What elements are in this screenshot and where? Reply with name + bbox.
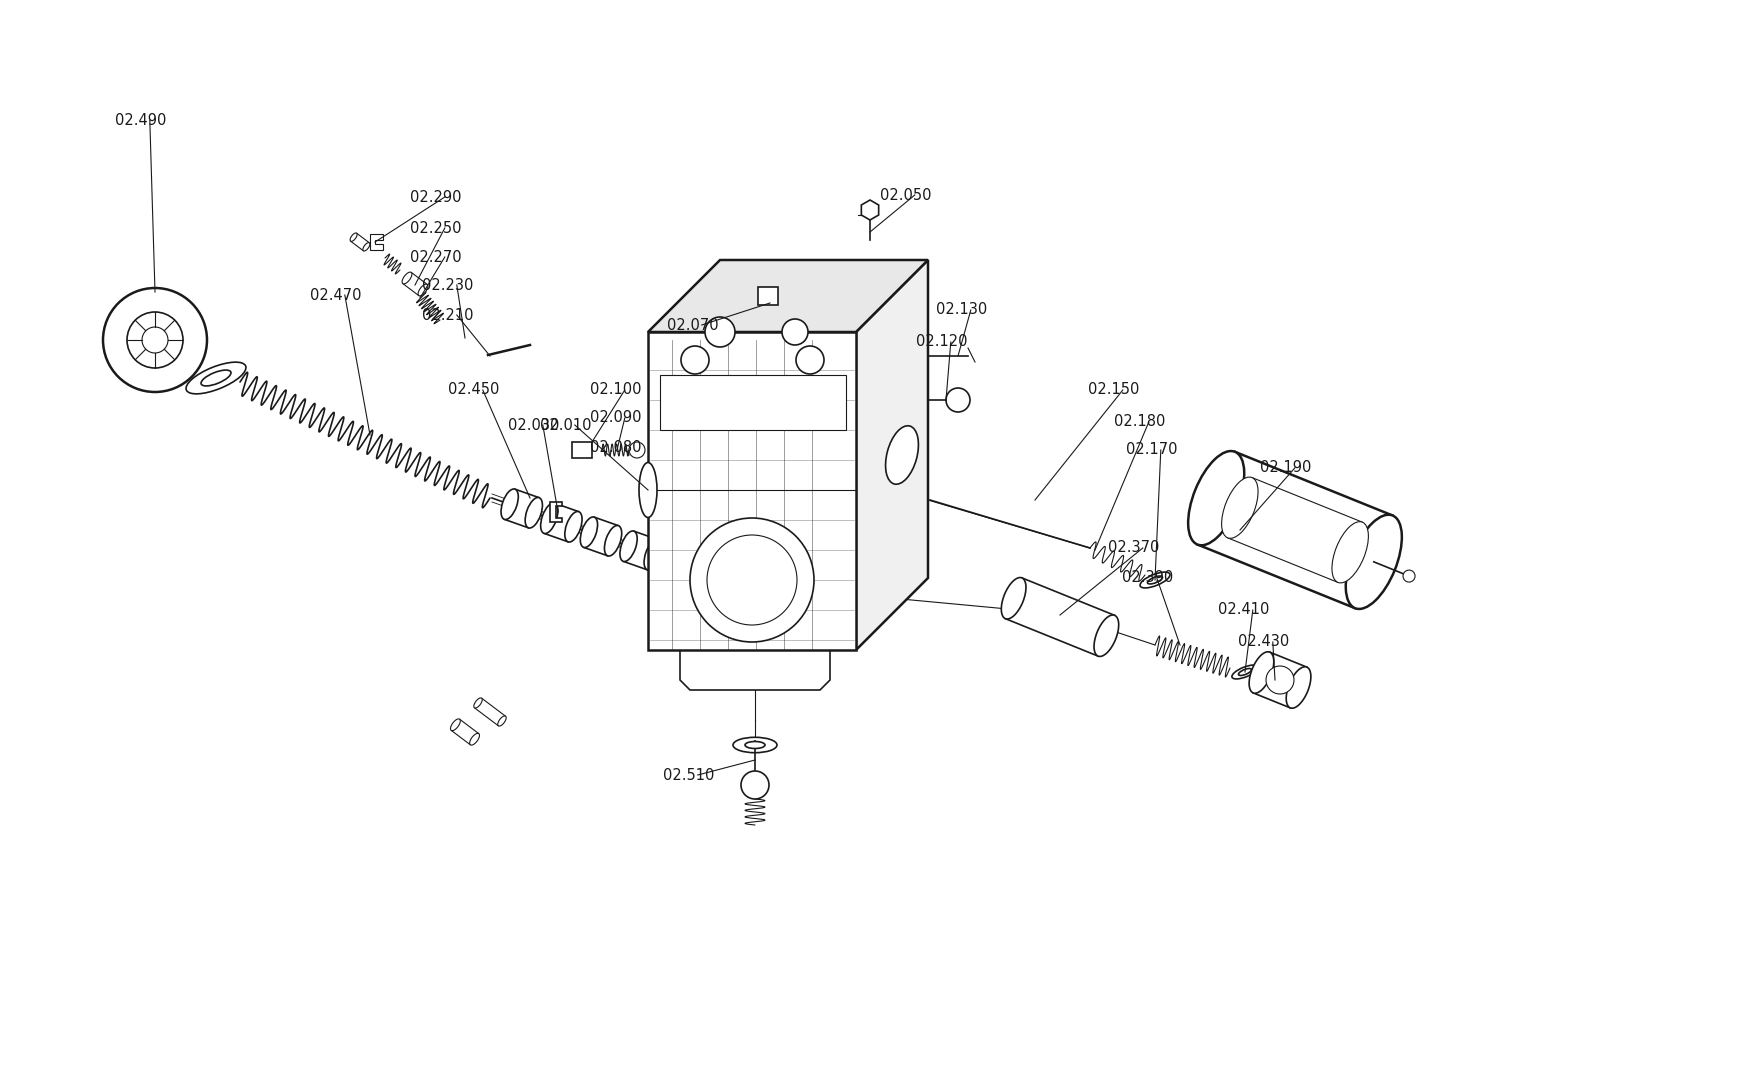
Circle shape: [103, 288, 207, 392]
Polygon shape: [583, 517, 617, 555]
Ellipse shape: [603, 525, 621, 556]
Circle shape: [690, 518, 814, 642]
Circle shape: [680, 346, 708, 374]
Text: 02.430: 02.430: [1236, 635, 1289, 649]
Bar: [659, 374, 845, 430]
Ellipse shape: [417, 285, 428, 296]
Ellipse shape: [732, 737, 777, 752]
Text: 02.080: 02.080: [590, 441, 642, 456]
Polygon shape: [475, 699, 506, 725]
Text: 02.370: 02.370: [1108, 540, 1158, 555]
Text: 02.450: 02.450: [447, 382, 499, 397]
Circle shape: [741, 771, 769, 799]
Polygon shape: [544, 503, 579, 541]
Text: 02.390: 02.390: [1122, 570, 1172, 585]
Ellipse shape: [643, 539, 661, 570]
Ellipse shape: [619, 531, 636, 562]
Text: 02.510: 02.510: [663, 767, 715, 782]
Circle shape: [143, 327, 169, 353]
Circle shape: [1402, 570, 1414, 582]
Polygon shape: [504, 489, 539, 528]
Ellipse shape: [350, 233, 356, 242]
Text: 02.030: 02.030: [508, 417, 558, 432]
Circle shape: [706, 535, 796, 625]
Ellipse shape: [1238, 669, 1250, 675]
Text: 02.090: 02.090: [590, 411, 642, 426]
Circle shape: [127, 312, 183, 368]
Text: 02.410: 02.410: [1217, 602, 1269, 617]
Text: 02.490: 02.490: [115, 112, 167, 127]
Text: 02.190: 02.190: [1259, 460, 1311, 475]
Polygon shape: [647, 332, 856, 649]
Circle shape: [628, 442, 645, 458]
Ellipse shape: [541, 503, 558, 534]
Ellipse shape: [202, 370, 231, 386]
Polygon shape: [1196, 452, 1391, 608]
Ellipse shape: [1188, 452, 1243, 546]
Ellipse shape: [473, 698, 482, 708]
Polygon shape: [1228, 477, 1362, 582]
Polygon shape: [861, 200, 878, 220]
Text: 02.290: 02.290: [410, 189, 461, 204]
Ellipse shape: [402, 272, 412, 284]
Ellipse shape: [186, 362, 245, 394]
Ellipse shape: [1344, 515, 1402, 609]
Ellipse shape: [1249, 652, 1273, 693]
Circle shape: [781, 319, 807, 345]
Ellipse shape: [470, 733, 480, 745]
Text: 02.130: 02.130: [936, 303, 986, 318]
Text: 02.010: 02.010: [539, 417, 591, 432]
Polygon shape: [402, 273, 428, 295]
Ellipse shape: [1231, 666, 1257, 679]
Ellipse shape: [1285, 667, 1309, 708]
Ellipse shape: [659, 545, 676, 576]
Ellipse shape: [885, 426, 918, 485]
Text: 02.070: 02.070: [666, 318, 718, 333]
Polygon shape: [450, 719, 478, 745]
Circle shape: [1266, 666, 1294, 694]
Polygon shape: [550, 502, 562, 522]
Ellipse shape: [1146, 576, 1162, 584]
Circle shape: [946, 388, 969, 412]
Text: 02.100: 02.100: [590, 382, 642, 397]
Polygon shape: [623, 531, 657, 570]
Text: 02.210: 02.210: [423, 307, 473, 322]
Ellipse shape: [450, 719, 461, 731]
Bar: [572, 442, 591, 458]
Ellipse shape: [501, 489, 518, 520]
Ellipse shape: [525, 498, 543, 528]
Polygon shape: [350, 233, 369, 250]
Ellipse shape: [1139, 572, 1169, 587]
Ellipse shape: [1221, 477, 1257, 538]
Text: 02.470: 02.470: [310, 288, 362, 303]
Bar: [758, 287, 777, 305]
Ellipse shape: [744, 742, 765, 749]
Ellipse shape: [565, 511, 583, 542]
Ellipse shape: [497, 716, 506, 727]
Text: 02.250: 02.250: [410, 220, 461, 235]
Text: 02.120: 02.120: [915, 335, 967, 350]
Polygon shape: [647, 260, 927, 332]
Text: 02.170: 02.170: [1125, 443, 1177, 458]
Text: 02.150: 02.150: [1087, 382, 1139, 397]
Ellipse shape: [1094, 615, 1118, 657]
Ellipse shape: [363, 243, 370, 251]
Circle shape: [795, 346, 824, 374]
Text: 02.050: 02.050: [880, 187, 930, 202]
Ellipse shape: [581, 517, 596, 548]
Ellipse shape: [1000, 578, 1026, 620]
Text: 02.230: 02.230: [423, 277, 473, 292]
Ellipse shape: [1330, 522, 1367, 583]
Polygon shape: [663, 545, 697, 584]
Text: 02.180: 02.180: [1113, 414, 1165, 429]
Polygon shape: [680, 649, 830, 690]
Circle shape: [704, 317, 734, 347]
Polygon shape: [1252, 652, 1306, 708]
Polygon shape: [370, 234, 383, 250]
Polygon shape: [856, 260, 927, 649]
Ellipse shape: [638, 462, 657, 518]
Text: 02.270: 02.270: [410, 249, 461, 264]
Ellipse shape: [683, 553, 701, 584]
Polygon shape: [1005, 578, 1115, 656]
